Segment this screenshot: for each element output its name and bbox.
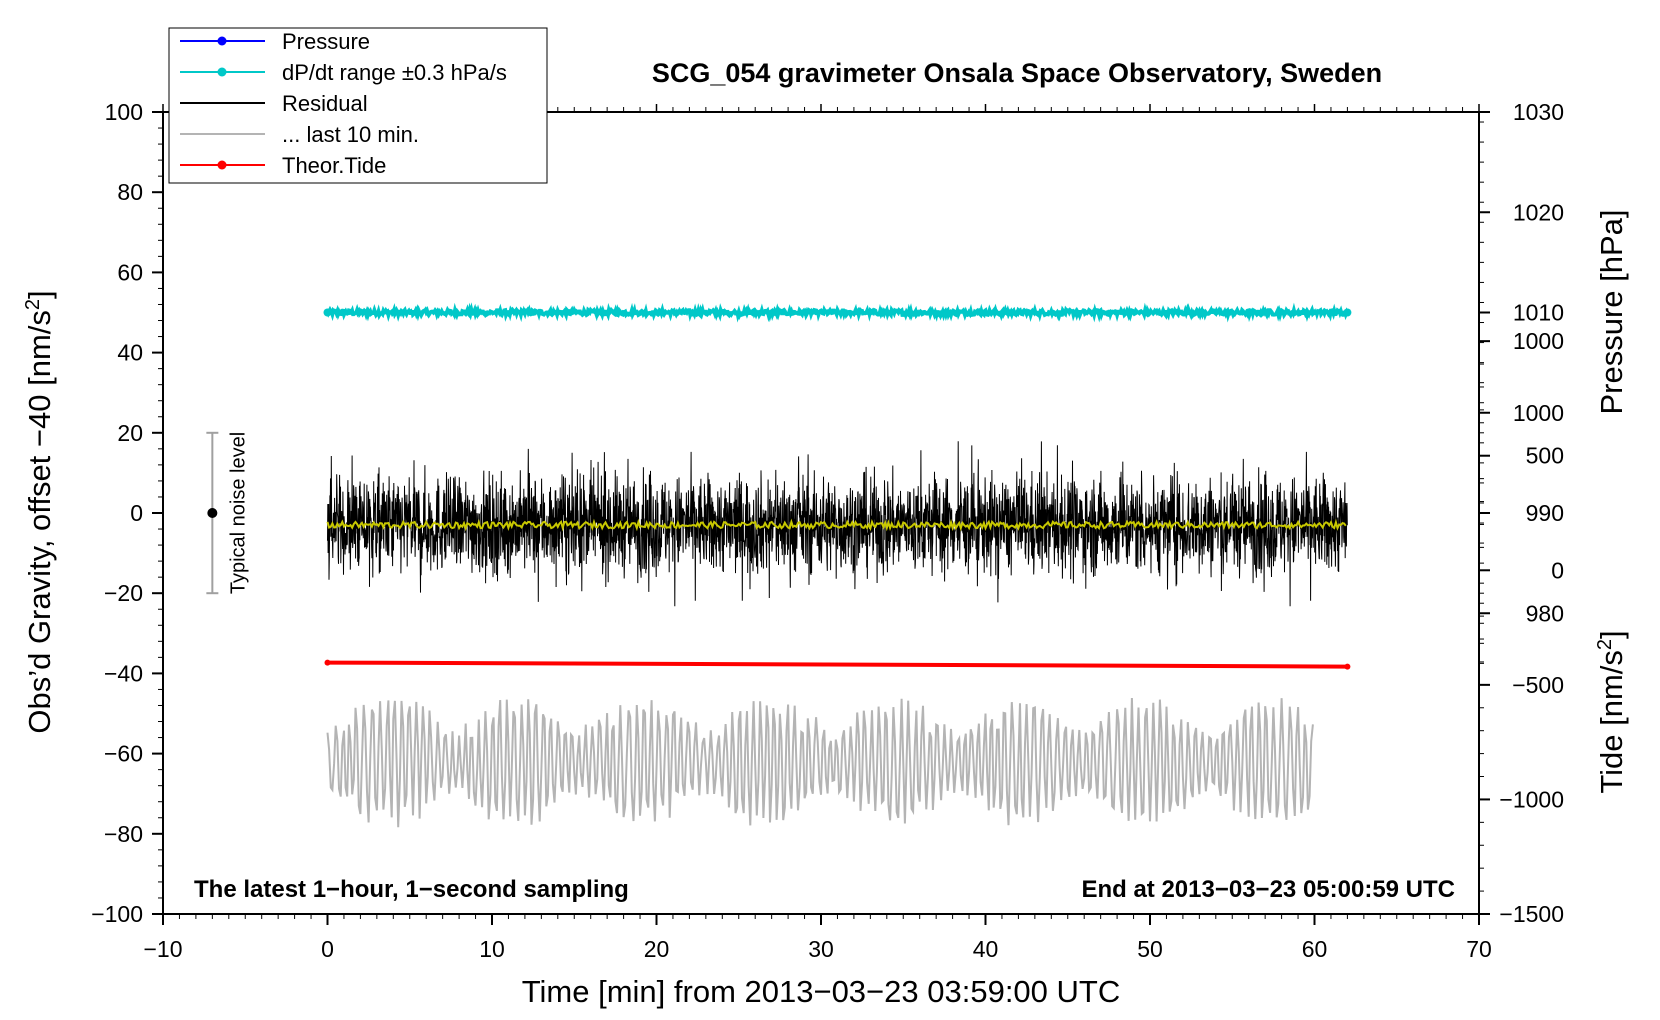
x-tick-label: 40: [973, 936, 999, 962]
legend-marker: [217, 36, 227, 46]
tide-tick-label: 1000: [1513, 328, 1564, 354]
annotation-left: The latest 1−hour, 1−second sampling: [194, 876, 629, 903]
y-tick-label: −20: [104, 580, 143, 606]
tide-tick-label: −500: [1512, 672, 1564, 698]
x-tick-label: 50: [1137, 936, 1163, 962]
series-layer: [323, 302, 1352, 828]
pressure-axis-title: Pressure [hPa]: [1594, 209, 1629, 414]
legend-label: Pressure: [282, 29, 370, 54]
series-residual: [327, 441, 1348, 607]
y-axis-title-close: ]: [22, 290, 57, 299]
legend-label: Residual: [282, 91, 368, 116]
tide-axis-title-sup: 2: [1594, 639, 1616, 650]
series-theor-tide-end: [1344, 663, 1351, 670]
y-tick-label: 60: [117, 259, 143, 285]
chart-title: SCG_054 gravimeter Onsala Space Observat…: [652, 58, 1382, 88]
series-dpdt-end-point: [1343, 308, 1352, 317]
legend: Pressure dP/dt range ±0.3 hPa/s Residual..…: [168, 27, 548, 184]
y-tick-label: −80: [104, 821, 143, 847]
noise-dot: [207, 508, 218, 518]
pressure-tick-label: 1010: [1513, 300, 1564, 326]
x-tick-label: 70: [1466, 936, 1492, 962]
series-dpdt: [325, 302, 1350, 323]
noise-label: Typical noise level: [227, 432, 249, 594]
y-axis-title: Obs’d Gravity, offset −40 [nm/s2]: [22, 290, 57, 733]
pressure-tick-label: 990: [1526, 500, 1564, 526]
y-tick-label: 20: [117, 420, 143, 446]
x-tick-label: 20: [644, 936, 670, 962]
pressure-tick-label: 980: [1526, 600, 1564, 626]
x-tick-label: 0: [321, 936, 334, 962]
x-axis-title: Time [min] from 2013−03−23 03:59:00 UTC: [522, 974, 1121, 1009]
legend-marker: [217, 160, 227, 170]
x-tick-label: 30: [808, 936, 834, 962]
y-tick-label: 40: [117, 340, 143, 366]
tide-axis-title-close: ]: [1594, 630, 1629, 639]
legend-label: dP/dt range ±0.3 hPa/s: [282, 60, 507, 85]
legend-items: Pressure dP/dt range ±0.3 hPa/s Residual..…: [180, 29, 507, 178]
pressure-tick-label: 1000: [1513, 400, 1564, 426]
x-tick-label: 60: [1302, 936, 1328, 962]
pressure-tick-label: 1020: [1513, 199, 1564, 225]
legend-label: Theor.Tide: [282, 153, 386, 178]
noise-level-marker: Typical noise level: [206, 431, 249, 595]
annotation-right: End at 2013−03−23 05:00:59 UTC: [1081, 876, 1455, 903]
y-tick-label: 0: [130, 500, 143, 526]
tide-tick-label: −1500: [1499, 901, 1564, 927]
legend-marker: [217, 67, 227, 77]
y-tick-label: −40: [104, 660, 143, 686]
y-tick-label: −100: [91, 901, 143, 927]
y-tick-label: 100: [105, 99, 143, 125]
tide-axis-title-main: Tide [nm/s: [1594, 650, 1629, 794]
tide-tick-label: 0: [1551, 557, 1564, 583]
series-theor-tide: [327, 660, 1348, 669]
series-theor-tide-start: [324, 659, 331, 666]
axis-ticks: −10 0 10 20 30 40 50 60 70−100−80−60−40−20020406…: [91, 99, 1564, 962]
tide-axis-title: Tide [nm/s2]: [1594, 630, 1629, 793]
y-axis-title-sup: 2: [22, 299, 44, 310]
y-axis-title-main: Obs’d Gravity, offset −40 [nm/s: [22, 310, 57, 734]
tide-tick-label: 500: [1526, 443, 1564, 469]
legend-box: [168, 27, 548, 184]
series-residual-mean: [326, 518, 1347, 532]
pressure-tick-label: 1030: [1513, 99, 1564, 125]
x-tick-label: 10: [479, 936, 505, 962]
series-last-10-min: [326, 697, 1314, 828]
series-dpdt-start-point: [323, 308, 332, 317]
y-tick-label: 80: [117, 179, 143, 205]
y-tick-label: −60: [104, 741, 143, 767]
tide-tick-label: −1000: [1499, 786, 1564, 812]
legend-label: ... last 10 min.: [282, 122, 419, 147]
x-tick-label: −10: [143, 936, 182, 962]
